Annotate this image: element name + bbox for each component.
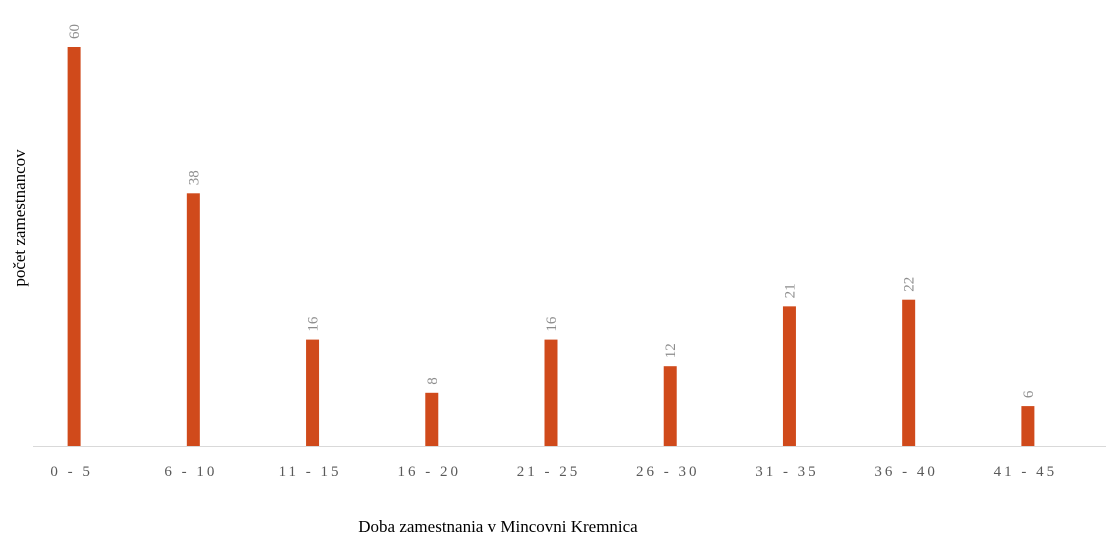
data-label-2: 16: [306, 316, 322, 332]
x-tick-label-8: 41 - 45: [994, 464, 1058, 480]
bar-7: [902, 299, 916, 446]
y-axis-title: počet zamestnancov: [10, 149, 29, 287]
data-label-4: 16: [544, 316, 560, 332]
data-label-7: 22: [902, 277, 918, 292]
data-labels-group: 60 38 16 8 16 12 21 22 6: [67, 24, 1037, 398]
bar-1: [186, 193, 200, 446]
x-tick-label-7: 36 - 40: [874, 464, 938, 480]
x-tick-label-6: 31 - 35: [755, 464, 819, 480]
bar-2: [306, 339, 320, 446]
x-tick-label-3: 16 - 20: [398, 464, 462, 480]
x-tick-label-0: 0 - 5: [50, 464, 93, 480]
data-label-0: 60: [67, 24, 83, 39]
bar-8: [1021, 406, 1035, 446]
bar-6: [782, 306, 796, 446]
data-label-5: 12: [663, 343, 679, 358]
bar-0: [67, 47, 81, 446]
bar-4: [544, 339, 558, 446]
x-tick-label-5: 26 - 30: [636, 464, 700, 480]
bar-5: [663, 366, 677, 446]
x-axis-title: Doba zamestnania v Mincovni Kremnica: [358, 517, 638, 536]
data-label-8: 6: [1021, 390, 1037, 398]
x-tick-labels-group: 0 - 5 6 - 10 11 - 15 16 - 20 21 - 25 26 - 30 3…: [50, 464, 1058, 480]
x-tick-label-1: 6 - 10: [164, 464, 217, 480]
x-tick-label-4: 21 - 25: [517, 464, 581, 480]
bar-3: [425, 392, 439, 446]
bars-group: [67, 47, 1035, 446]
data-label-6: 21: [782, 283, 798, 298]
x-tick-label-2: 11 - 15: [279, 464, 342, 480]
data-label-1: 38: [186, 170, 202, 185]
data-label-3: 8: [425, 377, 441, 385]
